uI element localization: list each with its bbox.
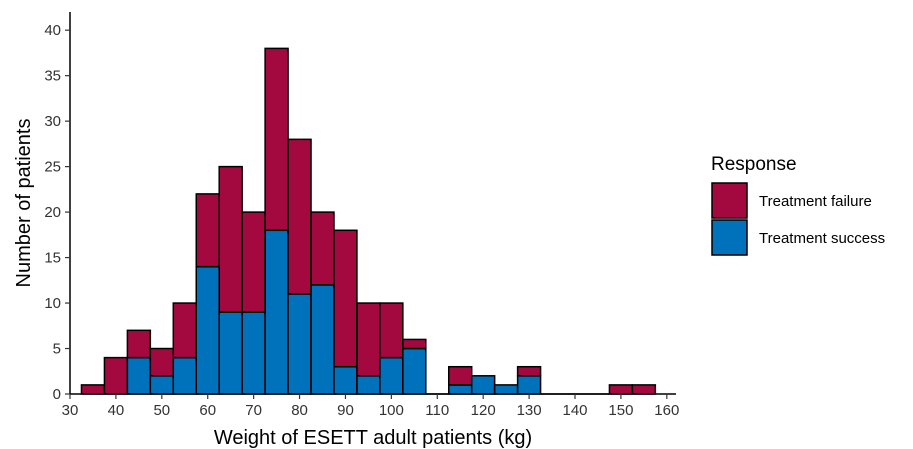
y-tick-label-0: 0	[53, 386, 61, 403]
bar-success-100	[379, 356, 404, 395]
bar-failure-55	[172, 302, 198, 359]
x-tick-label-100: 100	[379, 402, 404, 419]
x-axis-title: Weight of ESETT adult patients (kg)	[214, 427, 532, 449]
y-tick-label-40: 40	[44, 22, 61, 39]
bar-failure-50	[149, 347, 175, 377]
y-axis-title: Number of patients	[13, 119, 35, 288]
bar-success-95	[356, 375, 381, 395]
bars-layer	[80, 47, 657, 395]
bar-success-115	[448, 384, 473, 395]
bar-failure-155	[631, 384, 657, 395]
y-tick-label-30: 30	[44, 113, 61, 130]
legend-label-failure: Treatment failure	[759, 193, 872, 210]
bar-failure-105	[402, 338, 427, 350]
bar-failure-45	[126, 329, 152, 359]
x-tick-label-160: 160	[654, 402, 679, 419]
bar-success-50	[149, 375, 175, 395]
legend-swatch-success	[711, 219, 748, 256]
bar-failure-95	[356, 302, 381, 377]
bar-failure-100	[379, 302, 404, 359]
bar-success-75	[264, 229, 289, 395]
x-tick-label-130: 130	[517, 402, 542, 419]
x-tick-label-90: 90	[337, 402, 354, 419]
bar-success-45	[126, 356, 152, 395]
x-tick-label-150: 150	[608, 402, 633, 419]
bar-success-80	[287, 293, 312, 395]
bar-failure-70	[241, 211, 266, 313]
legend-swatch-failure	[711, 182, 748, 219]
x-tick-label-140: 140	[562, 402, 587, 419]
x-tick-label-80: 80	[291, 402, 308, 419]
y-tick-label-15: 15	[44, 250, 61, 267]
x-tick-label-120: 120	[471, 402, 496, 419]
y-tick-label-25: 25	[44, 159, 61, 176]
x-tick-label-30: 30	[62, 402, 79, 419]
bar-failure-40	[103, 356, 129, 395]
bar-success-105	[402, 347, 427, 395]
x-tick-label-60: 60	[199, 402, 216, 419]
y-tick-label-35: 35	[44, 68, 61, 85]
y-tick-label-20: 20	[44, 204, 61, 221]
bar-success-70	[241, 311, 266, 395]
bar-failure-115	[448, 365, 473, 386]
bar-success-125	[493, 384, 519, 395]
bar-failure-130	[516, 365, 542, 377]
bar-failure-150	[608, 384, 634, 395]
x-tick-label-70: 70	[245, 402, 262, 419]
axes-layer: 0 5 10 15 20 25 30 35 40 30 40 50 60 70 80 90 100 110 120 1…	[44, 12, 679, 419]
bar-success-65	[218, 311, 243, 395]
bar-success-55	[172, 356, 198, 395]
bar-success-60	[195, 265, 220, 395]
bar-failure-35	[80, 384, 106, 395]
legend-title: Response	[711, 154, 797, 175]
bar-failure-60	[195, 193, 220, 268]
bar-success-130	[516, 375, 542, 395]
x-tick-label-50: 50	[153, 402, 170, 419]
bar-success-85	[310, 284, 335, 395]
bar-failure-90	[333, 229, 358, 368]
bar-failure-75	[264, 47, 289, 232]
y-tick-label-10: 10	[44, 295, 61, 312]
legend-label-success: Treatment success	[759, 230, 885, 247]
bar-success-120	[470, 375, 496, 395]
bar-failure-65	[218, 165, 243, 313]
bar-failure-80	[287, 138, 312, 295]
legend: Response Treatment failure Treatment succ…	[711, 154, 885, 256]
x-tick-label-110: 110	[425, 402, 449, 419]
bar-failure-85	[310, 211, 335, 286]
bar-success-90	[333, 365, 358, 395]
y-tick-label-5: 5	[53, 341, 61, 358]
x-tick-label-40: 40	[108, 402, 125, 419]
